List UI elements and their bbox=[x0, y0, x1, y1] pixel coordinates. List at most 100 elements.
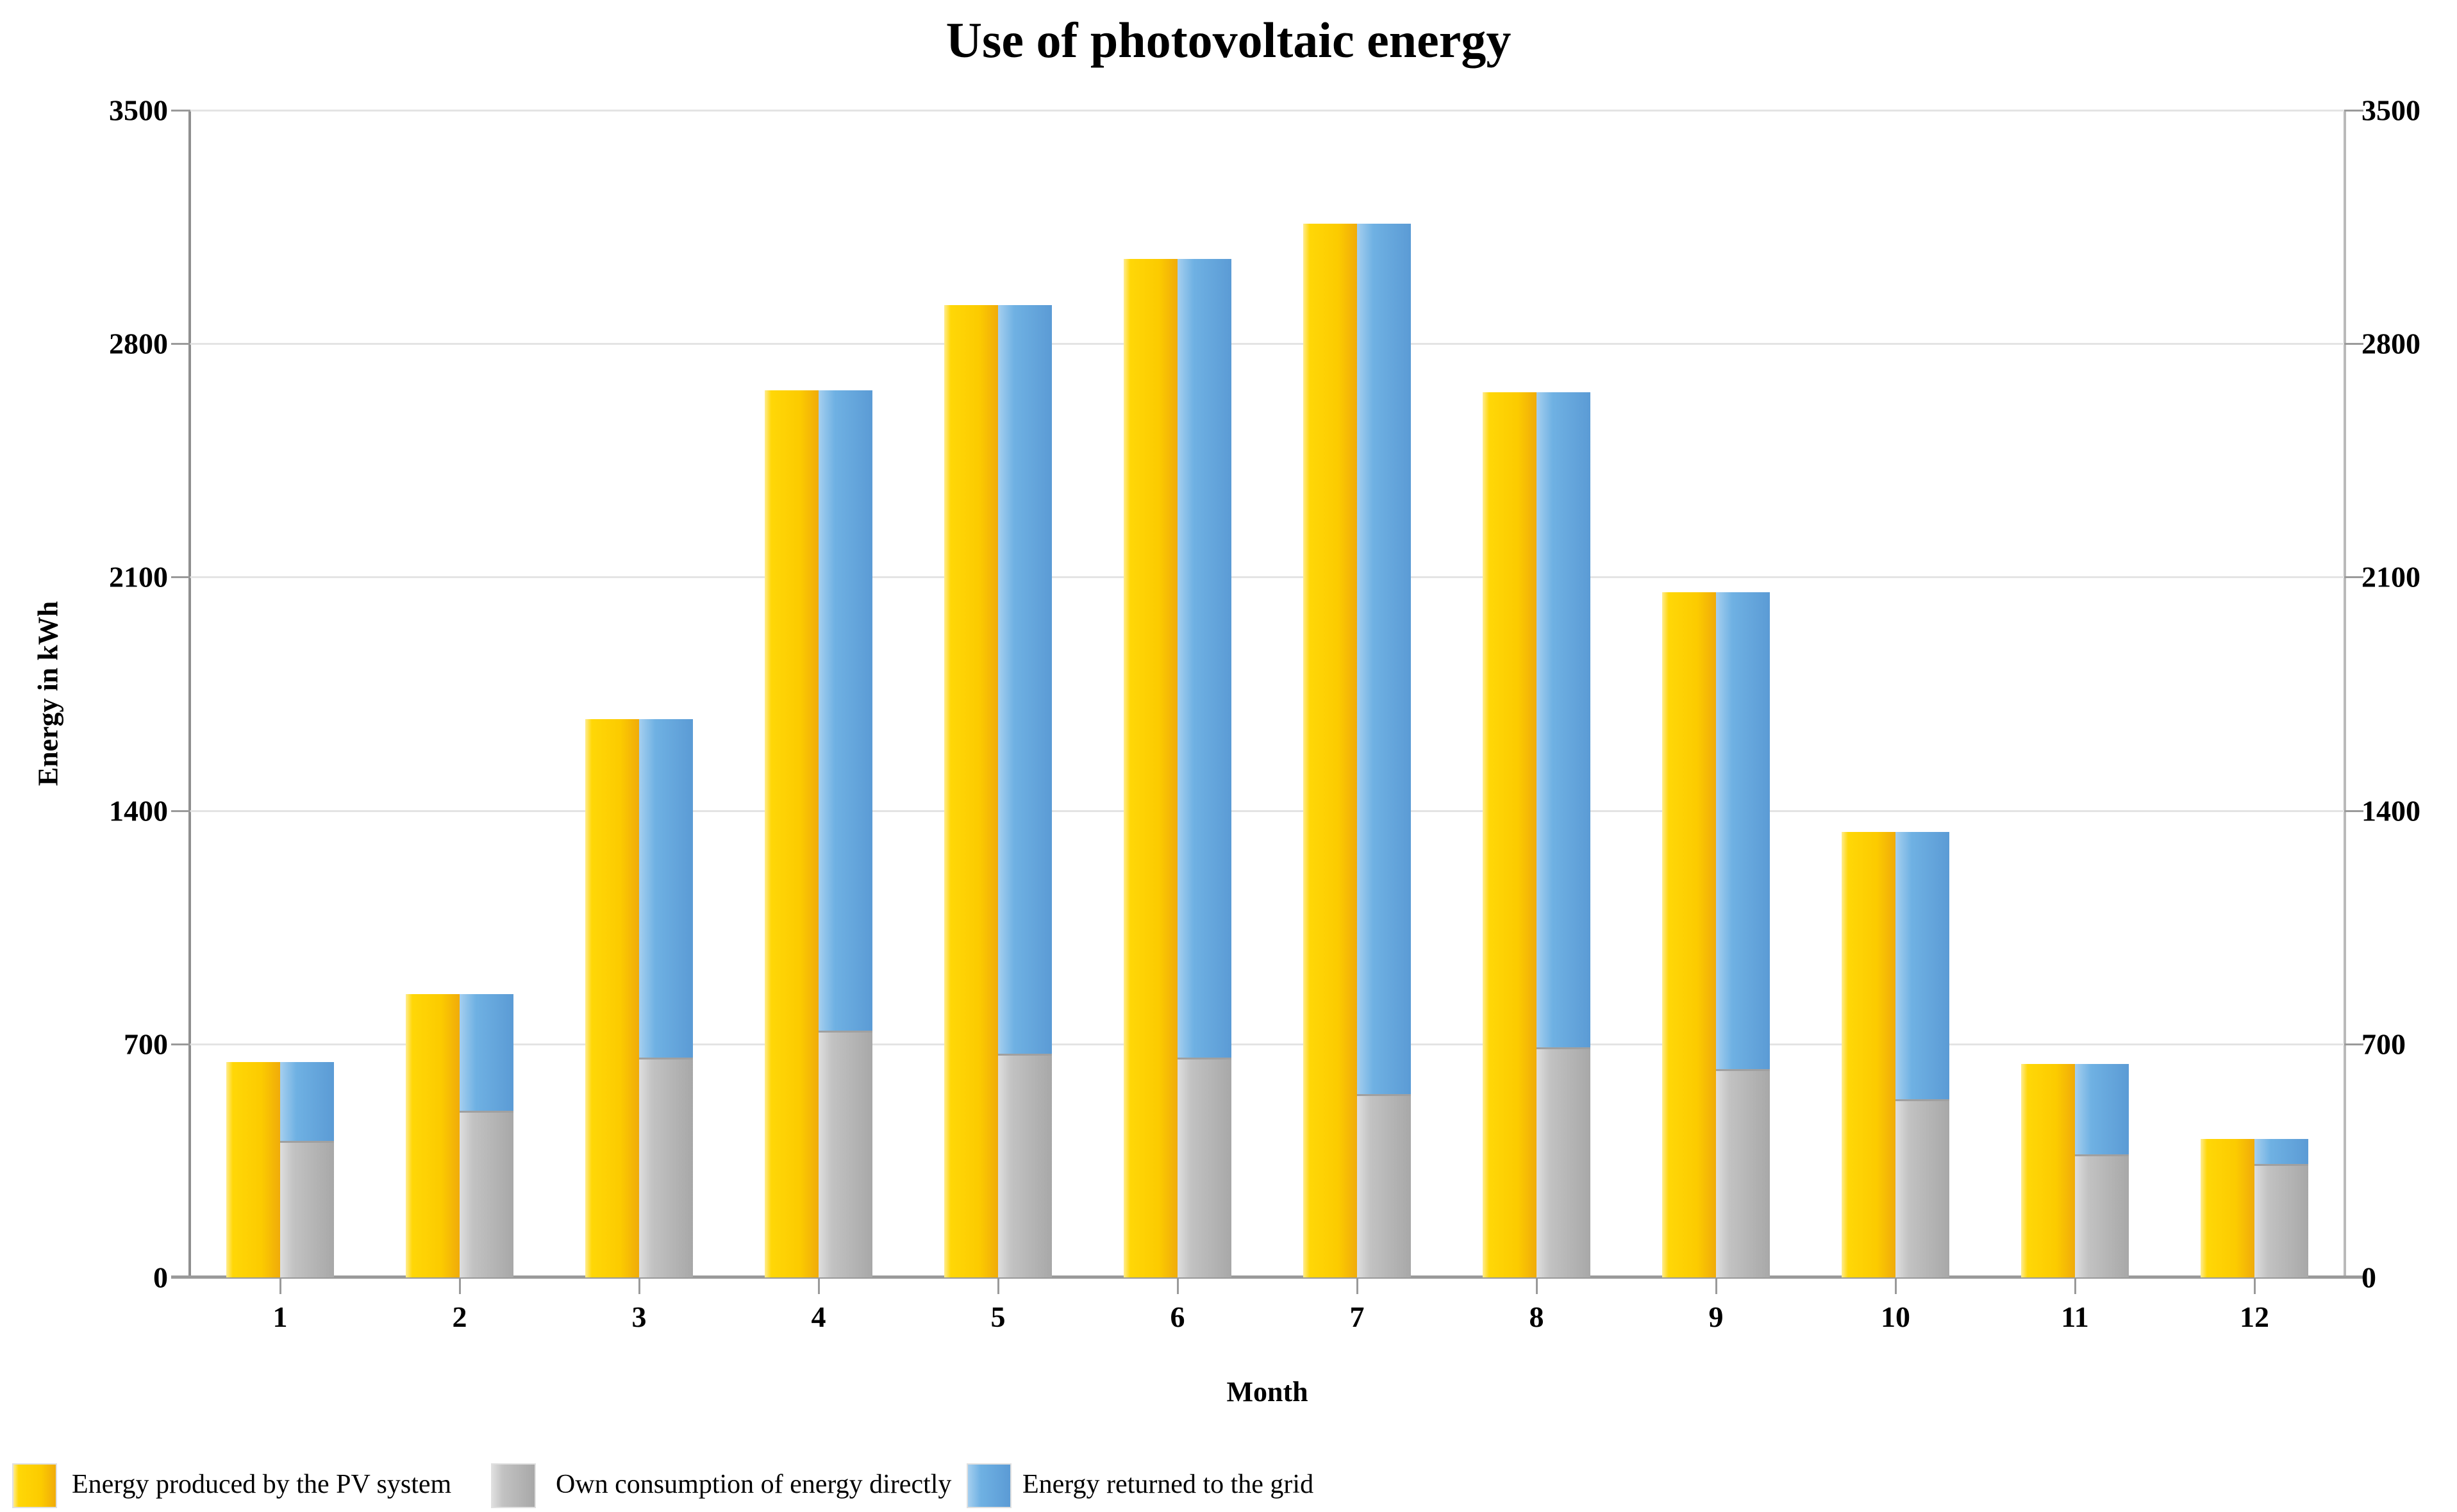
x-axis-label-month-2: 2 bbox=[452, 1300, 467, 1333]
x-axis-label-month-3: 3 bbox=[631, 1300, 647, 1333]
x-tick-month-2 bbox=[459, 1277, 461, 1294]
bar-own-consumption-month-12[interactable] bbox=[2254, 1164, 2308, 1277]
bar-produced-month-2[interactable] bbox=[406, 993, 460, 1277]
y-axis-label-right-2100: 2100 bbox=[2361, 560, 2420, 594]
bar-returned-month-7[interactable] bbox=[1357, 223, 1411, 1094]
bar-produced-month-10[interactable] bbox=[1842, 832, 1895, 1277]
y-tick-right-3500 bbox=[2344, 110, 2363, 112]
x-tick-month-12 bbox=[2254, 1277, 2256, 1294]
bar-produced-month-12[interactable] bbox=[2201, 1139, 2254, 1277]
y-tick-left-700 bbox=[171, 1043, 190, 1045]
bar-own-consumption-month-9[interactable] bbox=[1716, 1068, 1770, 1277]
legend-label-produced[interactable]: Energy produced by the PV system bbox=[72, 1470, 452, 1499]
x-tick-month-8 bbox=[1536, 1277, 1538, 1294]
legend-swatch-own-consumption[interactable] bbox=[491, 1463, 536, 1508]
bar-produced-month-7[interactable] bbox=[1303, 223, 1357, 1277]
bar-own-consumption-month-3[interactable] bbox=[639, 1057, 693, 1277]
x-tick-month-6 bbox=[1177, 1277, 1179, 1294]
x-axis-label-month-1: 1 bbox=[272, 1300, 288, 1333]
y-axis-label-right-3500: 3500 bbox=[2361, 94, 2420, 127]
y-axis-line-left bbox=[188, 110, 191, 1277]
y-tick-right-0 bbox=[2344, 1277, 2363, 1279]
bar-returned-month-10[interactable] bbox=[1895, 832, 1949, 1099]
bar-own-consumption-month-5[interactable] bbox=[998, 1054, 1052, 1277]
bar-returned-month-4[interactable] bbox=[819, 390, 872, 1031]
x-axis-label-month-4: 4 bbox=[811, 1300, 826, 1333]
y-axis-label-right-1400: 1400 bbox=[2361, 794, 2420, 827]
gridline-y-3500 bbox=[190, 110, 2344, 112]
y-axis-title: Energy in kWh bbox=[32, 601, 64, 786]
chart-title: Use of photovoltaic energy bbox=[945, 12, 1512, 68]
y-tick-right-700 bbox=[2344, 1043, 2363, 1045]
bar-produced-month-3[interactable] bbox=[585, 719, 639, 1277]
bar-produced-month-6[interactable] bbox=[1124, 258, 1178, 1277]
x-tick-month-11 bbox=[2074, 1277, 2076, 1294]
x-tick-month-4 bbox=[818, 1277, 820, 1294]
bar-returned-month-3[interactable] bbox=[639, 719, 693, 1058]
y-axis-line-right bbox=[2344, 110, 2346, 1277]
y-axis-label-left-700: 700 bbox=[124, 1027, 168, 1061]
legend-swatch-returned[interactable] bbox=[967, 1463, 1012, 1508]
y-tick-left-0 bbox=[171, 1277, 190, 1279]
bar-returned-month-9[interactable] bbox=[1716, 592, 1770, 1069]
bar-produced-month-11[interactable] bbox=[2021, 1064, 2075, 1277]
x-axis-label-month-6: 6 bbox=[1170, 1300, 1185, 1333]
x-axis-label-month-7: 7 bbox=[1349, 1300, 1365, 1333]
legend-label-own-consumption[interactable]: Own consumption of energy directly bbox=[556, 1470, 952, 1499]
x-axis-line bbox=[171, 1275, 2363, 1279]
gridline-y-1400 bbox=[190, 810, 2344, 812]
plot-area bbox=[171, 110, 2363, 1294]
legend-label-returned[interactable]: Energy returned to the grid bbox=[1022, 1470, 1314, 1499]
bar-produced-month-5[interactable] bbox=[944, 305, 998, 1277]
y-tick-left-2800 bbox=[171, 343, 190, 345]
bar-own-consumption-month-11[interactable] bbox=[2075, 1154, 2129, 1277]
bar-own-consumption-month-2[interactable] bbox=[460, 1110, 513, 1277]
bar-returned-month-1[interactable] bbox=[280, 1062, 334, 1141]
bar-produced-month-4[interactable] bbox=[765, 390, 819, 1277]
y-axis-label-right-700: 700 bbox=[2361, 1027, 2406, 1061]
x-axis-label-month-10: 10 bbox=[1881, 1300, 1910, 1333]
y-tick-left-3500 bbox=[171, 110, 190, 112]
bar-own-consumption-month-8[interactable] bbox=[1537, 1047, 1590, 1277]
x-tick-month-5 bbox=[997, 1277, 999, 1294]
y-tick-right-1400 bbox=[2344, 810, 2363, 812]
gridline-y-2800 bbox=[190, 343, 2344, 345]
bar-own-consumption-month-4[interactable] bbox=[819, 1031, 872, 1277]
bar-produced-month-1[interactable] bbox=[226, 1062, 280, 1277]
bar-own-consumption-month-1[interactable] bbox=[280, 1140, 334, 1277]
bar-own-consumption-month-6[interactable] bbox=[1178, 1057, 1231, 1277]
x-axis-label-month-12: 12 bbox=[2240, 1300, 2269, 1333]
bar-returned-month-2[interactable] bbox=[460, 993, 513, 1111]
y-tick-left-2100 bbox=[171, 576, 190, 579]
bar-returned-month-5[interactable] bbox=[998, 305, 1052, 1054]
bar-produced-month-8[interactable] bbox=[1483, 392, 1537, 1277]
gridline-y-700 bbox=[190, 1043, 2344, 1045]
bar-produced-month-9[interactable] bbox=[1662, 592, 1716, 1277]
bar-returned-month-8[interactable] bbox=[1537, 392, 1590, 1048]
bar-returned-month-12[interactable] bbox=[2254, 1139, 2308, 1165]
x-axis-label-month-5: 5 bbox=[990, 1300, 1006, 1333]
bar-own-consumption-month-7[interactable] bbox=[1357, 1093, 1411, 1277]
x-tick-month-1 bbox=[279, 1277, 281, 1294]
x-axis-label-month-8: 8 bbox=[1529, 1300, 1544, 1333]
x-axis-title: Month bbox=[1226, 1376, 1308, 1408]
x-tick-month-7 bbox=[1356, 1277, 1358, 1294]
bar-own-consumption-month-10[interactable] bbox=[1895, 1099, 1949, 1277]
y-axis-label-right-2800: 2800 bbox=[2361, 327, 2420, 360]
legend-swatch-produced[interactable] bbox=[12, 1463, 57, 1508]
y-tick-right-2100 bbox=[2344, 576, 2363, 579]
y-tick-right-2800 bbox=[2344, 343, 2363, 345]
bar-returned-month-6[interactable] bbox=[1178, 258, 1231, 1058]
bar-returned-month-11[interactable] bbox=[2075, 1064, 2129, 1154]
x-axis-label-month-9: 9 bbox=[1708, 1300, 1724, 1333]
x-tick-month-3 bbox=[638, 1277, 640, 1294]
y-axis-label-left-0: 0 bbox=[153, 1261, 168, 1294]
y-axis-label-left-1400: 1400 bbox=[109, 794, 168, 827]
y-axis-label-left-2100: 2100 bbox=[109, 560, 168, 594]
gridline-y-2100 bbox=[190, 576, 2344, 579]
x-tick-month-9 bbox=[1715, 1277, 1717, 1294]
y-axis-label-right-0: 0 bbox=[2361, 1261, 2376, 1294]
y-axis-label-left-2800: 2800 bbox=[109, 327, 168, 360]
x-tick-month-10 bbox=[1895, 1277, 1897, 1294]
